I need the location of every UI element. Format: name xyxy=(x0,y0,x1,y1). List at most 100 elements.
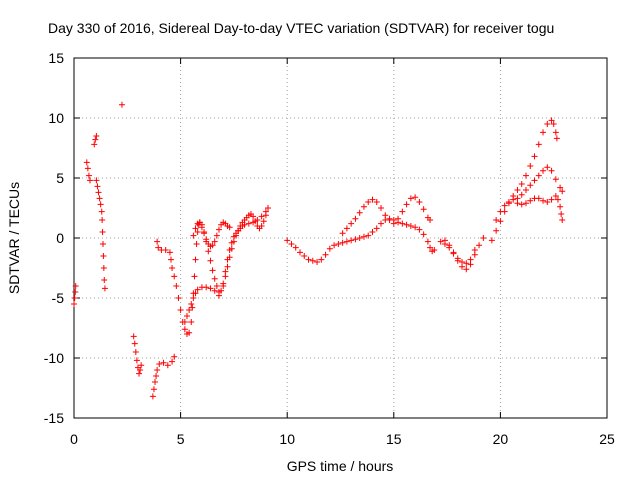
data-point xyxy=(488,237,495,244)
data-point xyxy=(467,256,474,263)
data-point xyxy=(420,231,427,238)
data-point xyxy=(168,256,175,263)
y-tick-label: -10 xyxy=(44,350,64,366)
series-seg-d xyxy=(93,177,108,292)
series-seg-e xyxy=(118,101,125,108)
data-point xyxy=(552,176,559,183)
data-point xyxy=(531,177,538,184)
data-point xyxy=(558,211,565,217)
data-point xyxy=(352,236,359,243)
data-point xyxy=(407,195,414,202)
data-point xyxy=(98,208,105,215)
y-tick-label: 10 xyxy=(48,110,64,126)
data-point xyxy=(412,194,419,201)
series-seg-c xyxy=(91,133,100,148)
data-point xyxy=(186,329,193,336)
data-point xyxy=(544,164,551,171)
data-point xyxy=(235,227,242,234)
data-point xyxy=(403,201,410,208)
data-point xyxy=(190,295,197,301)
data-point xyxy=(427,217,434,223)
data-point xyxy=(230,238,237,245)
series-seg-q xyxy=(514,193,566,223)
data-point xyxy=(92,136,99,143)
data-point xyxy=(100,253,107,259)
data-point xyxy=(535,141,542,148)
data-point xyxy=(245,220,252,227)
data-point xyxy=(559,188,566,195)
data-point xyxy=(118,101,125,108)
data-point xyxy=(544,121,551,127)
data-point xyxy=(399,220,406,227)
data-point xyxy=(154,367,161,373)
data-point xyxy=(527,197,534,204)
data-point xyxy=(427,244,434,251)
y-tick-label: 5 xyxy=(56,170,64,186)
data-point xyxy=(97,201,104,208)
data-point xyxy=(250,213,257,220)
data-point xyxy=(322,251,329,258)
data-point xyxy=(288,241,295,247)
data-point xyxy=(522,187,529,193)
data-point xyxy=(213,283,220,289)
data-point xyxy=(85,172,92,179)
data-point xyxy=(403,221,410,228)
data-point xyxy=(356,209,363,216)
data-point xyxy=(215,226,222,233)
data-point xyxy=(149,393,156,400)
data-point xyxy=(557,203,564,210)
data-point xyxy=(514,187,521,193)
data-point xyxy=(220,283,227,289)
data-point xyxy=(226,224,233,231)
data-point xyxy=(365,232,372,239)
data-point xyxy=(207,257,214,264)
data-point xyxy=(424,238,431,245)
data-point xyxy=(93,133,100,139)
x-axis-label: GPS time / hours xyxy=(287,458,394,474)
data-point xyxy=(314,259,321,265)
data-point xyxy=(548,167,555,174)
data-point xyxy=(463,260,470,267)
data-point xyxy=(136,370,143,377)
data-point xyxy=(71,295,78,301)
data-point xyxy=(553,135,560,142)
data-point xyxy=(194,229,201,235)
data-point xyxy=(497,218,504,225)
data-point xyxy=(72,283,79,289)
data-point xyxy=(284,237,291,244)
data-point xyxy=(183,313,190,319)
data-point xyxy=(518,181,525,187)
data-point xyxy=(150,386,157,393)
data-point xyxy=(138,362,145,369)
data-point xyxy=(552,129,559,136)
data-point xyxy=(192,290,199,297)
data-point xyxy=(559,217,566,223)
data-point xyxy=(99,229,106,235)
plot-frame xyxy=(73,57,608,419)
data-point xyxy=(296,249,303,256)
data-point xyxy=(343,225,350,232)
data-point xyxy=(152,379,159,385)
series-seg-f xyxy=(130,333,145,377)
data-point xyxy=(373,225,380,232)
data-point xyxy=(169,265,176,271)
data-point xyxy=(378,220,385,227)
data-point xyxy=(552,193,559,199)
data-point xyxy=(450,249,457,256)
data-point xyxy=(162,247,169,253)
data-point xyxy=(260,218,267,225)
data-point xyxy=(480,235,487,241)
data-point xyxy=(493,227,500,234)
data-point xyxy=(101,277,108,283)
data-point xyxy=(416,226,423,233)
data-point xyxy=(91,141,98,148)
x-tick-label: 25 xyxy=(599,431,615,447)
data-point xyxy=(224,263,231,270)
data-point xyxy=(557,184,564,191)
data-point xyxy=(331,242,338,249)
data-point xyxy=(343,238,350,245)
data-point xyxy=(181,319,188,325)
data-point xyxy=(198,224,205,231)
data-point xyxy=(226,254,233,261)
